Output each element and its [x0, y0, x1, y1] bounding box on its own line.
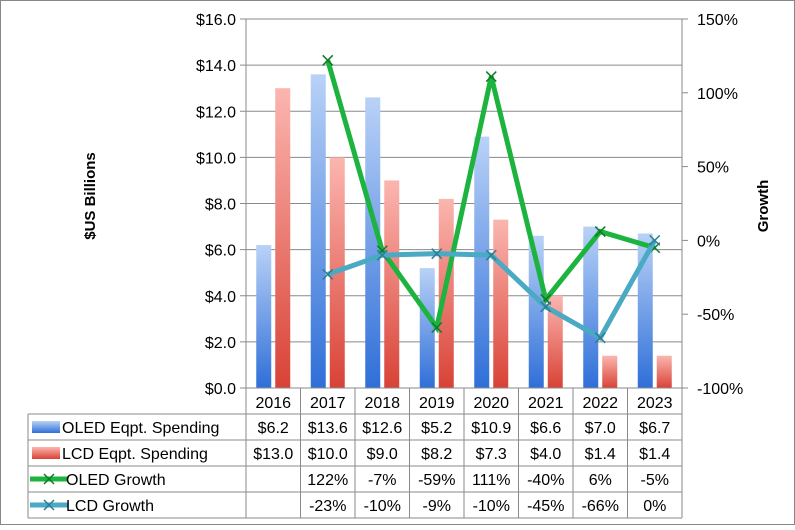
lcd-growth-marker: [594, 332, 606, 344]
x-tick-label: 2017: [310, 395, 346, 412]
oled-spending-bar: [474, 136, 490, 388]
data-label: 0%: [643, 498, 666, 515]
data-table: 2016 2017 2018 2019 2020 2021 2022 2023 OLED Eqp…: [27, 387, 683, 519]
oled-spending-bar: [310, 74, 326, 388]
y-tick-label: $10.0: [196, 150, 236, 167]
y2-tick-label: -100%: [697, 381, 743, 398]
x-tick-label: 2018: [364, 395, 400, 412]
data-label: $6.6: [530, 420, 561, 437]
bars: [256, 74, 672, 388]
data-label: -10%: [364, 498, 401, 515]
data-label: $10.0: [308, 446, 348, 463]
lcd-spending-bar: [547, 295, 563, 388]
lcd-growth-marker: [431, 248, 443, 260]
y-tick-label: $16.0: [196, 12, 236, 29]
y2-tick-label: 0%: [697, 233, 720, 250]
data-label: -7%: [368, 472, 396, 489]
x-tick-label: 2020: [473, 395, 509, 412]
oled-growth-marker: [322, 54, 334, 66]
axes: $16.0 $14.0 $12.0 $10.0 $8.0 $6.0 $4.0 $2.0 $0.0…: [196, 12, 743, 398]
y2-axis-title: Growth: [755, 180, 772, 233]
data-label: -40%: [527, 472, 564, 489]
growth-lines: [322, 54, 661, 344]
y2-tick-label: 150%: [697, 12, 738, 29]
data-label: 6%: [589, 472, 612, 489]
legend-label: LCD Growth: [66, 498, 154, 515]
legend-key: [32, 447, 60, 459]
lcd-spending-bar: [656, 355, 672, 388]
data-label: $7.3: [476, 446, 507, 463]
y2-tick-label: 100%: [697, 86, 738, 103]
y-axis-title: $US Billions: [82, 152, 99, 240]
lcd-spending-bar: [275, 88, 291, 388]
data-label: -66%: [582, 498, 619, 515]
legend-key: [32, 421, 60, 433]
data-label: $1.4: [585, 446, 616, 463]
oled-growth-marker: [431, 321, 443, 334]
legend-label: LCD Eqpt. Spending: [62, 446, 208, 463]
y-tick-label: $0.0: [205, 381, 236, 398]
y2-tick-label: -50%: [697, 307, 734, 324]
x-tick-label: 2022: [582, 395, 618, 412]
oled-spending-bar: [637, 233, 653, 388]
oled-spending-bar: [256, 245, 272, 388]
legend-key: [30, 499, 68, 511]
lcd-spending-bar: [384, 180, 400, 388]
data-label: -59%: [418, 472, 455, 489]
oled-growth-marker: [485, 71, 497, 83]
data-label: $9.0: [367, 446, 398, 463]
legend-key: [30, 473, 68, 485]
data-label: -45%: [527, 498, 564, 515]
lcd-spending-bar: [602, 355, 618, 388]
data-label: $7.0: [585, 420, 616, 437]
data-label: $5.2: [421, 420, 452, 437]
data-label: 122%: [307, 472, 348, 489]
y-tick-label: $6.0: [205, 243, 236, 260]
lcd-growth-marker: [649, 234, 661, 246]
y2-tick-label: 50%: [697, 160, 729, 177]
data-label: $4.0: [530, 446, 561, 463]
data-label: $13.6: [308, 420, 348, 437]
oled-spending-bar: [365, 97, 381, 388]
y-tick-label: $14.0: [196, 58, 236, 75]
y-tick-label: $4.0: [205, 289, 236, 306]
x-tick-label: 2023: [637, 395, 673, 412]
data-label: $1.4: [639, 446, 670, 463]
data-label: -10%: [473, 498, 510, 515]
data-label: $6.2: [258, 420, 289, 437]
lcd-growth-marker: [540, 301, 552, 313]
lcd-spending-bar: [493, 219, 509, 388]
legend-label: OLED Eqpt. Spending: [62, 420, 219, 437]
lcd-growth-marker: [322, 268, 334, 280]
x-tick-label: 2021: [528, 395, 564, 412]
y-tick-label: $8.0: [205, 197, 236, 214]
lcd-growth-marker: [485, 249, 497, 261]
data-label: -23%: [309, 498, 346, 515]
y-tick-label: $2.0: [205, 335, 236, 352]
y-tick-label: $12.0: [196, 104, 236, 121]
data-label: $12.6: [362, 420, 402, 437]
legend-label: OLED Growth: [66, 472, 166, 489]
data-label: $13.0: [253, 446, 293, 463]
x-tick-label: 2019: [419, 395, 455, 412]
lcd-growth-marker: [376, 249, 388, 261]
data-label: $10.9: [471, 420, 511, 437]
data-label: 111%: [472, 472, 511, 489]
data-label: -9%: [423, 498, 451, 515]
oled-spending-bar: [583, 226, 599, 388]
oled-growth-marker: [594, 226, 606, 238]
data-label: $8.2: [421, 446, 452, 463]
x-tick-label: 2016: [255, 395, 291, 412]
data-label: -5%: [641, 472, 669, 489]
oled-spending-bar: [419, 268, 435, 388]
data-label: $6.7: [639, 420, 670, 437]
